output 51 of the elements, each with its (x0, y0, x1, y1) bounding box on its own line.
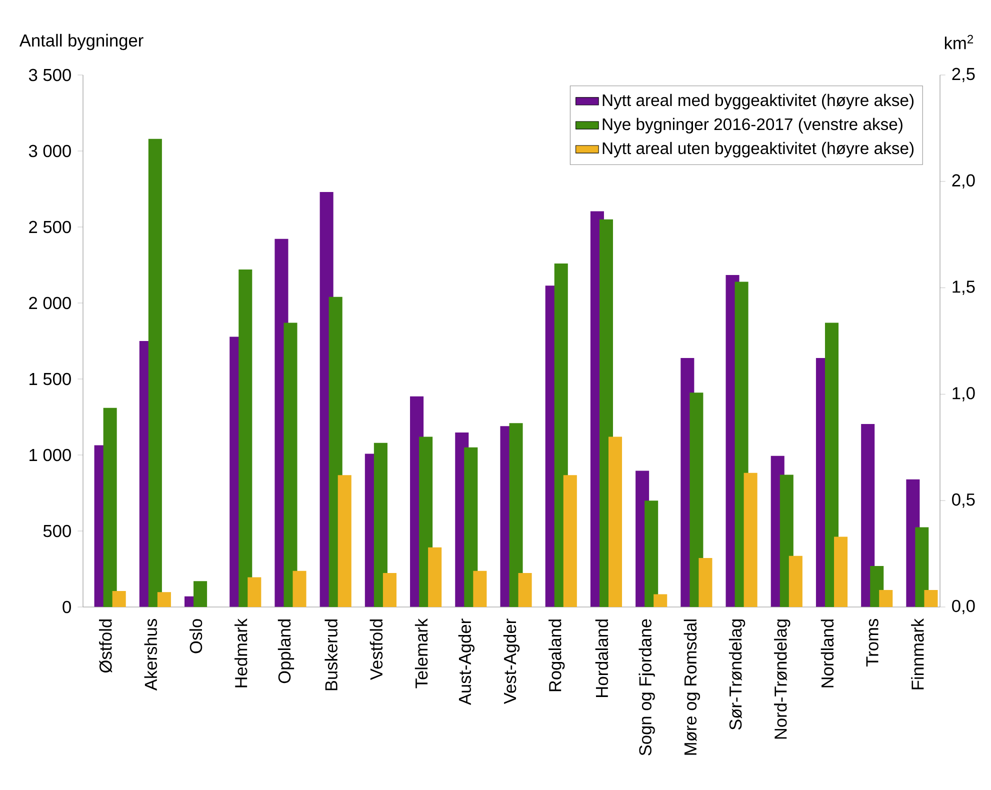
x-tick-label: Møre og Romsdal (684, 620, 700, 755)
y2-tick-label: 1,5 (952, 280, 975, 295)
legend-label: Nytt areal med byggeaktivitet (høyre akse) (602, 94, 914, 110)
x-tick-label: Troms (866, 618, 878, 666)
x-tick-label: Rogaland (548, 620, 565, 692)
bar (157, 592, 171, 607)
x-tick-label: Oslo (189, 619, 202, 654)
bar (194, 581, 208, 608)
x-tick-label: Buskerud (324, 619, 338, 690)
x-tick-label: Sogn og Fjordane (638, 619, 655, 756)
legend-label: Nye bygninger 2016-2017 (venstre akse) (602, 118, 902, 134)
bar (112, 591, 126, 607)
x-tick-label: Hedmark (234, 618, 248, 688)
bar (292, 570, 306, 607)
x-tick-label: Nord-Trøndelag (774, 620, 790, 739)
y-tick-label: 2 000 (29, 296, 71, 310)
bar (518, 572, 532, 607)
x-tick-label: Aust-Agder (458, 618, 474, 706)
x-tick-label: Nordland (820, 620, 834, 688)
x-tick-label: Oppland (278, 620, 294, 684)
y-tick-label: 500 (43, 524, 71, 538)
y-tick-label: 0 (62, 600, 71, 614)
y2-tick-label: 1,0 (952, 387, 975, 402)
x-tick-label: Vest-Agder (503, 618, 520, 704)
bar (382, 572, 396, 607)
y2-axis-title: km$^{2}$ (944, 34, 974, 50)
bar (924, 590, 938, 607)
y-tick-label: 2 500 (29, 220, 71, 234)
x-tick-label: Finnmark (911, 618, 924, 690)
y-axis-title: Antall bygninger (19, 34, 144, 50)
x-tick-label: Akershus (144, 619, 158, 691)
bar (473, 570, 487, 607)
y2-tick-label: 2,0 (952, 174, 975, 189)
y2-tick-label: 2,5 (952, 68, 975, 82)
x-tick-label: Sør-Trøndelag (728, 619, 746, 730)
bar (654, 594, 668, 607)
x-tick-label: Telemark (414, 618, 428, 688)
y-tick-label: 3 000 (28, 144, 71, 158)
x-tick-label: Østfold (99, 619, 112, 673)
x-tick-label: Hordaland (595, 620, 608, 697)
bar (861, 424, 875, 607)
x-tick-label: Vestfold (370, 619, 383, 680)
legend-label: Nytt areal uten byggeaktivitet (høyre akse) (602, 142, 914, 158)
bar (834, 536, 848, 607)
bar (248, 577, 262, 607)
y-tick-label: 1 500 (30, 372, 71, 386)
y-tick-label: 3 500 (28, 68, 71, 82)
y-tick-label: 1 000 (30, 448, 71, 462)
y2-tick-label: 0,5 (952, 493, 975, 508)
bar (698, 558, 712, 607)
y2-tick-label: 0,0 (952, 600, 975, 614)
